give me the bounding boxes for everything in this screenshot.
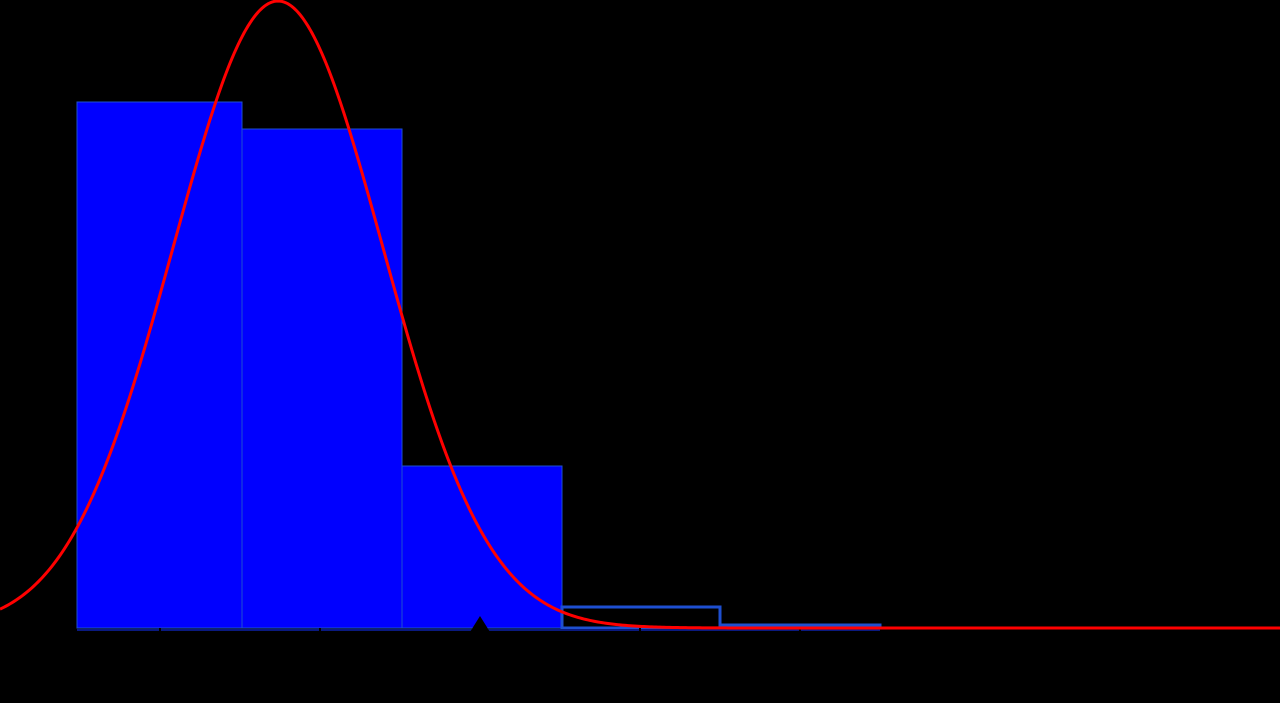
- histogram-bar: [76, 101, 243, 629]
- density-curve: [0, 0, 1280, 630]
- histogram-bar: [401, 465, 563, 629]
- histogram-bar: [241, 128, 403, 629]
- mean-marker-triangle: [470, 616, 490, 632]
- histogram-bars: [76, 101, 882, 630]
